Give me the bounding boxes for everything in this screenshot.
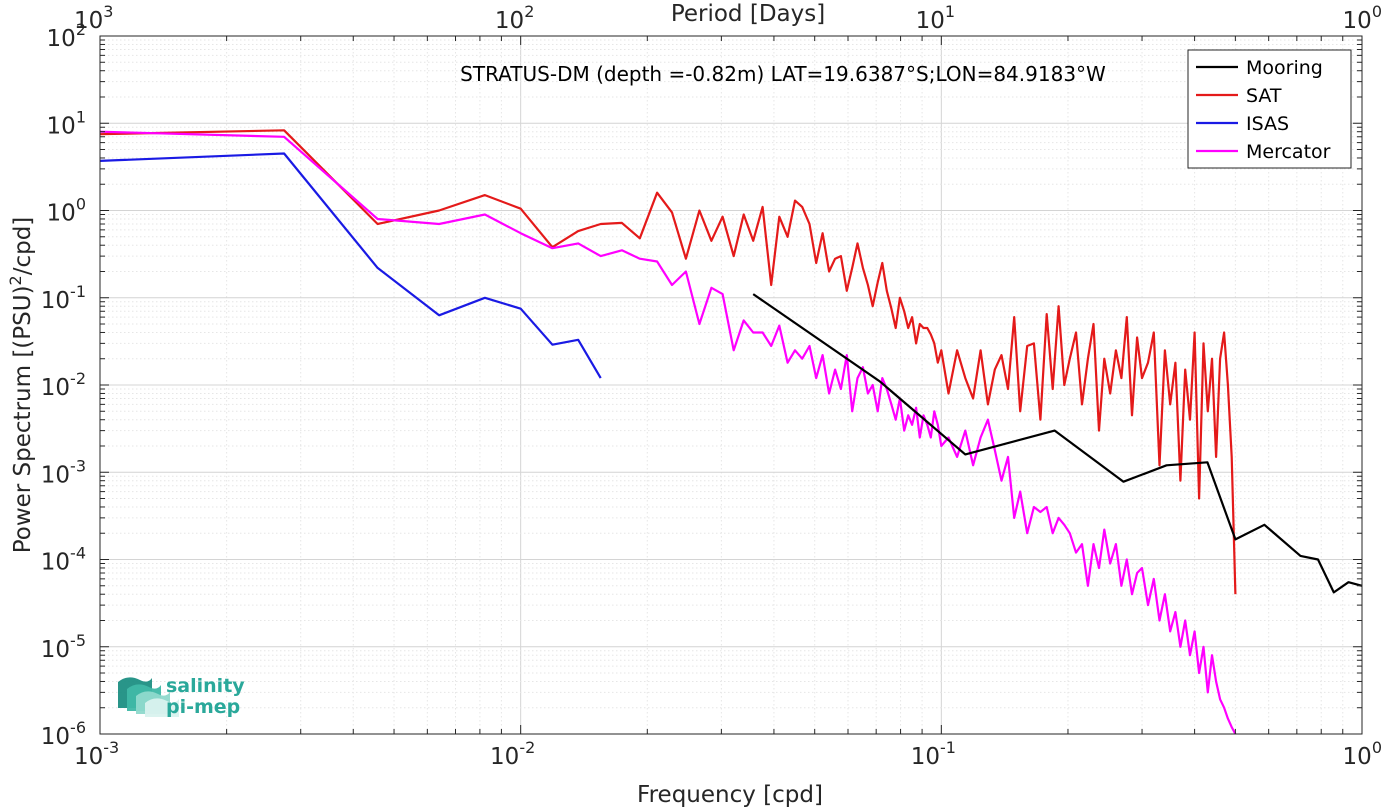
series-line-mercator xyxy=(99,130,1237,735)
y-tick-label-exponent: 2 xyxy=(76,20,86,39)
top-tick-label: 102 xyxy=(495,2,534,34)
y-tick-label: 100 xyxy=(47,195,86,227)
y-axis-label-prefix: Power Spectrum [(PSU) xyxy=(10,285,36,553)
y-tick-label-exponent: 0 xyxy=(76,195,86,214)
x-axis-label: Frequency [cpd] xyxy=(637,782,823,808)
top-axis-label: Period [Days] xyxy=(671,1,825,27)
y-tick-label: 10-6 xyxy=(41,718,86,750)
y-tick-label-base: 10 xyxy=(47,201,76,227)
y-tick-label-exponent: -2 xyxy=(70,369,86,388)
x-tick-label-base: 10 xyxy=(1343,744,1372,770)
top-tick-label: 103 xyxy=(74,2,113,34)
top-tick-label-exponent: 3 xyxy=(103,2,113,21)
y-tick-label-exponent: -4 xyxy=(70,544,86,563)
y-tick-label-base: 10 xyxy=(41,462,70,488)
y-tick-label: 10-2 xyxy=(41,369,86,401)
top-tick-label-exponent: 2 xyxy=(524,2,534,21)
y-axis-label-superscript: 2 xyxy=(6,275,25,285)
y-tick-label: 102 xyxy=(47,20,86,52)
x-tick-label-base: 10 xyxy=(490,744,519,770)
x-tick-label-exponent: -1 xyxy=(940,738,956,757)
y-tick-label-base: 10 xyxy=(41,724,70,750)
legend-label-mooring: Mooring xyxy=(1246,57,1323,79)
x-tick-label-exponent: -3 xyxy=(103,738,119,757)
y-tick-label-exponent: -3 xyxy=(70,456,86,475)
y-tick-label-base: 10 xyxy=(41,550,70,576)
y-tick-label: 10-5 xyxy=(41,631,86,663)
top-tick-label-base: 10 xyxy=(495,8,524,34)
plot-series xyxy=(99,129,1363,735)
logo-wave-shape xyxy=(145,698,179,717)
top-tick-label-base: 10 xyxy=(1343,8,1372,34)
y-tick-label: 101 xyxy=(47,107,86,139)
y-tick-label-exponent: -1 xyxy=(70,282,86,301)
top-tick-label-exponent: 0 xyxy=(1372,2,1382,21)
salinity-pi-mep-logo: salinity pi-mep xyxy=(118,675,245,718)
series-line-isas xyxy=(99,152,602,379)
y-tick-label: 10-3 xyxy=(41,456,86,488)
y-tick-label-exponent: -5 xyxy=(70,631,86,650)
top-tick-label-base: 10 xyxy=(74,8,103,34)
x-tick-label: 10-1 xyxy=(911,738,956,770)
series-line-mooring xyxy=(752,293,1363,594)
y-tick-label-base: 10 xyxy=(47,26,76,52)
logo-text-pi-mep: pi-mep xyxy=(166,696,240,718)
logo-wave-icon xyxy=(118,677,179,717)
y-tick-label: 10-4 xyxy=(41,544,86,576)
legend-items: Mooring SAT ISAS Mercator xyxy=(1196,57,1331,163)
y-tick-label-exponent: -6 xyxy=(70,718,86,737)
legend-item-isas: ISAS xyxy=(1196,113,1289,135)
y-tick-label-base: 10 xyxy=(41,637,70,663)
y-tick-label-base: 10 xyxy=(47,113,76,139)
top-tick-label-exponent: 1 xyxy=(945,2,955,21)
chart-legend: Mooring SAT ISAS Mercator xyxy=(1187,49,1352,169)
logo-text-salinity: salinity xyxy=(166,675,245,697)
x-tick-label-base: 10 xyxy=(911,744,940,770)
y-axis-label-suffix: /cpd] xyxy=(10,217,36,276)
legend-item-mercator: Mercator xyxy=(1196,141,1331,163)
legend-label-mercator: Mercator xyxy=(1246,141,1331,163)
legend-box xyxy=(1187,49,1352,169)
top-tick-label: 100 xyxy=(1343,2,1382,34)
chart-title: STRATUS-DM (depth =-0.82m) LAT=19.6387°S… xyxy=(460,62,1106,86)
x-tick-label: 10-2 xyxy=(490,738,535,770)
x-tick-label-exponent: 0 xyxy=(1372,738,1382,757)
legend-item-mooring: Mooring xyxy=(1196,57,1323,79)
legend-item-sat: SAT xyxy=(1196,85,1282,107)
top-tick-label: 101 xyxy=(916,2,955,34)
y-tick-label: 10-1 xyxy=(41,282,86,314)
x-tick-label-base: 10 xyxy=(74,744,103,770)
legend-label-sat: SAT xyxy=(1246,85,1282,107)
top-tick-label-base: 10 xyxy=(916,8,945,34)
x-tick-label-exponent: -2 xyxy=(519,738,535,757)
y-tick-label-base: 10 xyxy=(41,375,70,401)
y-tick-label-base: 10 xyxy=(41,288,70,314)
x-tick-label: 100 xyxy=(1343,738,1382,770)
series-line-sat xyxy=(99,129,1237,595)
y-axis-label: Power Spectrum [(PSU)2/cpd] xyxy=(6,217,36,554)
legend-label-isas: ISAS xyxy=(1246,113,1289,135)
x-tick-label: 10-3 xyxy=(74,738,119,770)
y-tick-label-exponent: 1 xyxy=(76,107,86,126)
